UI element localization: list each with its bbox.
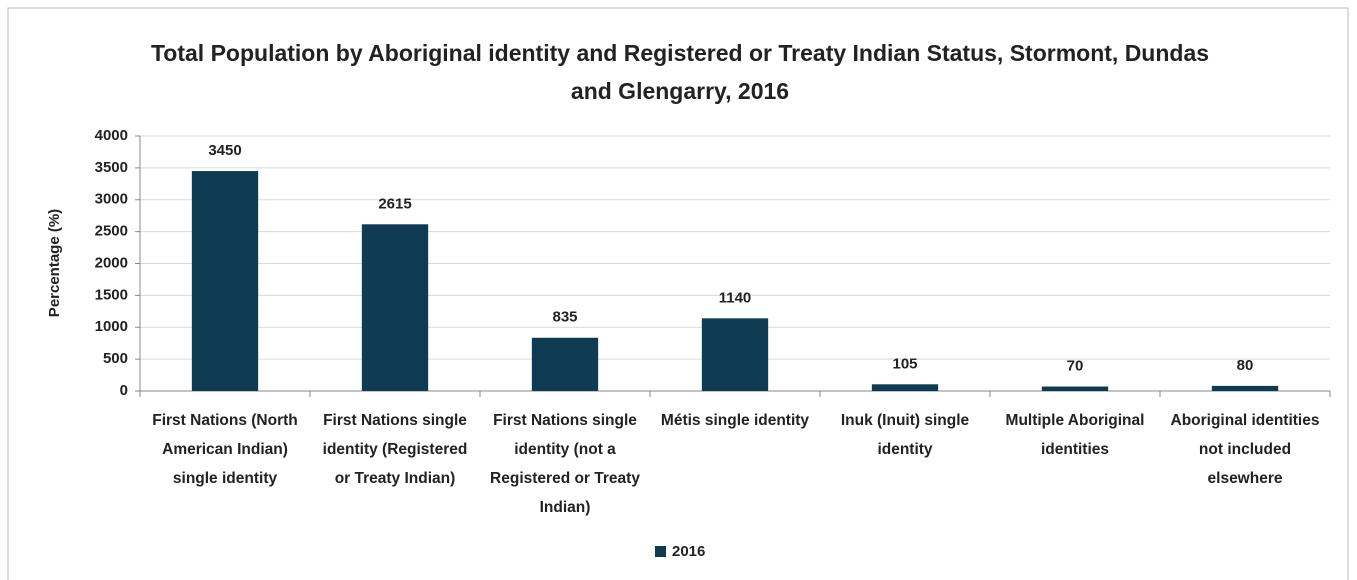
bar	[871, 384, 939, 391]
data-label: 3450	[208, 142, 241, 159]
y-tick-label: 500	[103, 350, 128, 367]
x-tick-label: Métis single identity	[660, 412, 810, 429]
y-tick-label: 1000	[95, 318, 128, 335]
data-label: 80	[1237, 357, 1254, 374]
bar	[191, 171, 259, 391]
bar	[531, 337, 599, 391]
data-label: 70	[1067, 358, 1084, 375]
frame-border	[7, 7, 1349, 580]
y-tick-label: 0	[120, 382, 128, 399]
chart-title: Total Population by Aboriginal identity …	[150, 40, 1210, 104]
y-tick-label: 2500	[95, 223, 128, 240]
legend-label: 2016	[672, 543, 705, 560]
bar	[1211, 385, 1279, 391]
data-label: 105	[892, 355, 917, 372]
y-tick-label: 1500	[95, 286, 128, 303]
x-tick-label: Aboriginal identities not included elsew…	[1170, 412, 1320, 487]
x-tick-label: First Nations (North American Indian) si…	[152, 412, 298, 487]
data-label: 835	[552, 309, 577, 326]
legend-swatch	[655, 546, 666, 557]
y-tick-label: 3500	[95, 159, 128, 176]
data-label: 1140	[719, 289, 752, 306]
y-tick-label: 3000	[95, 191, 128, 208]
bar	[1041, 386, 1109, 391]
data-label: 2615	[378, 195, 411, 212]
y-tick-label: 4000	[95, 127, 128, 144]
x-tick-label: Inuk (Inuit) single identity	[840, 412, 970, 458]
x-tick-label: Multiple Aboriginal identities	[1005, 412, 1145, 458]
y-tick-label: 2000	[95, 254, 128, 271]
x-tick-label: First Nations single identity (not a Reg…	[490, 412, 640, 516]
bar	[361, 224, 429, 391]
y-axis-label: Percentage (%)	[46, 209, 63, 317]
x-tick-label: First Nations single identity (Registere…	[322, 412, 468, 487]
bar	[701, 318, 769, 391]
